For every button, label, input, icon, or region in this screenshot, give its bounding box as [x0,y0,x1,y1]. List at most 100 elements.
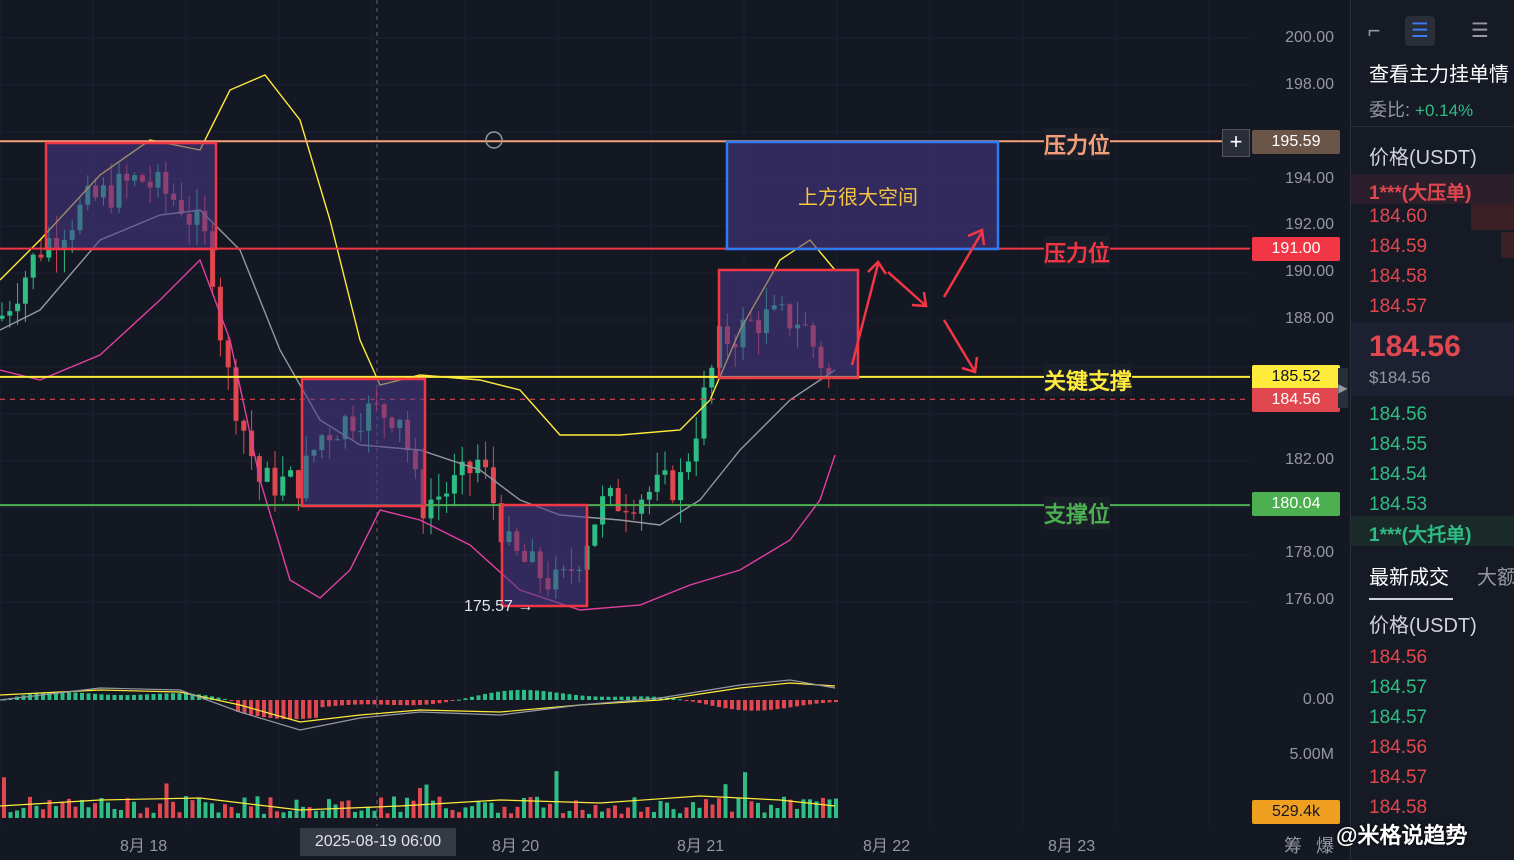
add-level-button[interactable]: + [1222,129,1250,157]
macd-bar [632,696,637,700]
candle-body [646,491,652,500]
lower-band-line [0,258,836,611]
volume-bar [743,772,747,818]
volume-bar [834,798,838,818]
volume-bar [112,808,117,818]
orderbook-price-header: 价格(USDT) [1369,147,1477,169]
macd-bar [782,700,786,709]
split-view-icon[interactable]: ☰ [1405,16,1435,46]
candlestick-chart[interactable] [0,0,1250,860]
time-label-aug22: 8月 22 [863,838,911,855]
macd-bar [515,689,520,700]
resistance-label: 压力位 [1044,236,1111,268]
volume-bar [353,811,357,818]
macd-bar [229,700,234,701]
macd-bar [522,689,526,700]
macd-bar [93,693,97,700]
candle-body [288,470,294,477]
consolidation-box [717,268,860,380]
macd-bar [736,700,741,710]
macd-bar [67,692,71,700]
volume-bar [372,810,377,818]
volume-bar [405,797,409,818]
ask-price[interactable]: 184.58 [1369,266,1428,287]
candle-body [639,499,645,514]
macd-bar [814,700,819,704]
macd-bar [626,696,630,700]
chart-area[interactable]: 压力位 压力位 关键支撑 支撑位 上方很大空间 175.57 → 8月 18 8… [0,0,1250,860]
ask-price[interactable]: 184.60 [1369,206,1428,227]
macd-bar [600,696,604,700]
volume-bar [346,800,351,818]
big-ask-row[interactable] [1351,174,1514,204]
macd-bar [86,693,91,700]
layout-icon[interactable]: ⌐ [1367,18,1381,43]
price-scale[interactable]: 200.00 198.00 194.00 192.00 190.00 188.0… [1250,0,1348,860]
macd-bar [190,693,195,700]
tab-latest-trades[interactable]: 最新成交 [1369,567,1449,589]
last-price-usd: $184.56 [1369,368,1431,387]
macd-bar [379,700,383,705]
candle-body [280,476,286,496]
volume-bar [15,810,19,818]
volume-bar [359,810,364,818]
orderbook-title[interactable]: 查看主力挂单情 [1369,64,1509,86]
volume-bar [704,799,708,818]
price-tick: 194.00 [1285,170,1334,187]
macd-bar [405,700,409,706]
macd-bar [164,693,169,700]
big-ask-label: 1***(大压单) [1369,183,1472,204]
macd-bar [372,700,377,705]
macd-bar [411,700,416,706]
volume-bar [762,812,767,818]
macd-bar [54,691,58,700]
macd-bar [574,694,578,700]
bid-price[interactable]: 184.53 [1369,494,1428,515]
volume-bar [340,801,344,818]
collapse-arrow-icon[interactable]: ▶ [1338,368,1348,408]
projection-arrow-head [867,260,888,275]
macd-bar [483,694,487,700]
macd-bar [47,692,52,700]
macd-bar [223,698,227,700]
bid-price[interactable]: 184.55 [1369,434,1428,455]
volume-bar [320,810,325,818]
macd-bar [671,698,676,700]
macd-bar [418,700,422,705]
volume-bar [197,798,201,818]
volume-bar [522,797,526,818]
candle-body [295,470,301,499]
chips-label[interactable]: 筹 [1284,836,1302,856]
macd-bar [340,700,344,706]
ask-price[interactable]: 184.59 [1369,236,1428,257]
tab-large-trades[interactable]: 大额 [1477,567,1514,589]
macd-bar [457,699,461,701]
macd-bar [132,694,136,700]
volume-bar [171,801,175,818]
candle-body [210,231,216,287]
macd-bar [730,700,734,710]
volume-bar [502,806,507,818]
macd-bar [470,696,474,700]
volume-bar [392,796,396,818]
volume-bar [814,801,819,818]
macd-bar [697,700,702,704]
volume-bar [470,806,474,818]
time-label-aug23: 8月 23 [1048,838,1096,855]
macd-bar [489,692,494,700]
list-view-icon[interactable]: ☰ [1471,20,1489,42]
volume-bar [561,813,565,818]
bid-price[interactable]: 184.54 [1369,464,1428,485]
projection-arrow-head [911,291,928,308]
volume-bar [483,802,487,818]
liquidation-label[interactable]: 爆 [1316,836,1334,856]
candle-body [693,438,699,462]
bid-price[interactable]: 184.56 [1369,404,1428,425]
key-support-label: 关键支撑 [1044,364,1133,396]
big-bid-row[interactable] [1351,516,1514,546]
ask-price[interactable]: 184.57 [1369,296,1428,317]
macd-bar [60,691,65,700]
volume-bar [28,796,32,818]
macd-bar [548,691,552,700]
volume-bar [652,812,656,818]
